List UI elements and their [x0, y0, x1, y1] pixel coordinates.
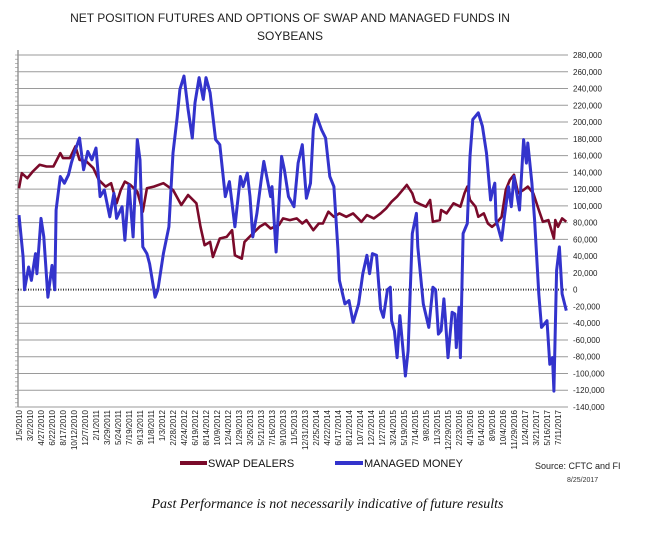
x-tick-label: 2/1/2011 — [92, 409, 101, 440]
y-tick-label: 240,000 — [573, 85, 602, 94]
x-tick-label: 7/16/2013 — [268, 409, 277, 445]
x-tick-label: 11/29/2016 — [510, 409, 519, 449]
y-tick-label: 0 — [573, 286, 578, 295]
x-tick-label: 5/21/2013 — [257, 409, 266, 445]
disclaimer-footer: Past Performance is not necessarily indi… — [151, 497, 504, 512]
chart-title-line-1: NET POSITION FUTURES AND OPTIONS OF SWAP… — [70, 11, 510, 25]
x-tick-label: 6/14/2016 — [477, 409, 486, 445]
x-tick-label: 8/14/2012 — [202, 409, 211, 445]
y-tick-label: 80,000 — [573, 219, 598, 228]
x-tick-label: 6/22/2010 — [48, 409, 57, 445]
x-tick-label: 8/17/2010 — [59, 409, 68, 445]
series-lines — [17, 74, 568, 393]
y-tick-label: -140,000 — [573, 403, 605, 412]
x-tick-label: 7/14/2015 — [411, 409, 420, 445]
y-tick-label: 260,000 — [573, 68, 602, 77]
x-tick-label: 12/2/2014 — [367, 409, 376, 445]
x-tick-label: 10/7/2014 — [356, 409, 365, 445]
y-tick-label: -60,000 — [573, 336, 601, 345]
y-tick-label: 40,000 — [573, 252, 598, 261]
y-tick-label: 100,000 — [573, 202, 602, 211]
x-tick-label: 8/9/2016 — [488, 409, 497, 441]
y-tick-label: 160,000 — [573, 152, 602, 161]
x-tick-label: 2/25/2014 — [312, 409, 321, 445]
x-tick-label: 12/29/2015 — [444, 409, 453, 450]
x-tick-label: 1/5/2010 — [15, 409, 24, 441]
x-tick-label: 5/16/2017 — [543, 409, 552, 445]
y-tick-label: 220,000 — [573, 101, 602, 110]
y-tick-label: 200,000 — [573, 118, 602, 127]
x-tick-label: 11/3/2015 — [433, 409, 442, 445]
legend-managed-money-label: MANAGED MONEY — [364, 458, 464, 470]
x-tick-label: 9/13/2011 — [136, 409, 145, 445]
x-tick-label: 7/11/2017 — [554, 409, 563, 445]
chart-title-line-2: SOYBEANS — [257, 29, 323, 43]
x-tick-label: 10/4/2016 — [499, 409, 508, 445]
x-tick-label: 12/4/2012 — [224, 409, 233, 445]
x-tick-label: 11/5/2013 — [290, 409, 299, 445]
swap-dealers-line — [17, 145, 568, 260]
x-tick-label: 1/3/2012 — [158, 409, 167, 441]
chart-date: 8/25/2017 — [567, 477, 598, 484]
x-tick-label: 1/27/2015 — [378, 409, 387, 445]
x-tick-label: 1/24/2017 — [521, 409, 530, 445]
x-tick-label: 9/10/2013 — [279, 409, 288, 445]
y-tick-label: 120,000 — [573, 185, 602, 194]
managed-money-line — [17, 74, 568, 393]
x-axis-labels: 1/5/2010 3/2/2010 4/27/2010 6/22/2010 8/17/2… — [15, 409, 563, 450]
y-tick-label: 140,000 — [573, 168, 602, 177]
y-tick-label: 280,000 — [573, 51, 602, 60]
x-tick-label: 10/12/2010 — [70, 409, 79, 450]
x-tick-label: 4/22/2014 — [323, 409, 332, 445]
x-tick-label: 1/29/2013 — [235, 409, 244, 445]
x-tick-label: 3/24/2015 — [389, 409, 398, 445]
y-axis-labels: 280,000 260,000 240,000 220,000 200,000 180,0… — [573, 51, 605, 412]
legend-swap-dealers-label: SWAP DEALERS — [208, 458, 294, 470]
x-tick-label: 12/7/2010 — [81, 409, 90, 445]
x-tick-label: 8/12/2014 — [345, 409, 354, 445]
legend: SWAP DEALERS MANAGED MONEY — [180, 458, 464, 470]
x-tick-label: 2/28/2012 — [169, 409, 178, 445]
y-tick-label: -20,000 — [573, 302, 601, 311]
source-note: Source: CFTC and FI — [535, 461, 621, 471]
x-tick-label: 4/27/2010 — [37, 409, 46, 445]
x-tick-label: 3/21/2017 — [532, 409, 541, 445]
x-tick-label: 5/24/2011 — [114, 409, 123, 445]
x-tick-label: 12/31/2013 — [301, 409, 310, 450]
y-tick-label: -120,000 — [573, 386, 605, 395]
y-tick-label: -100,000 — [573, 369, 605, 378]
x-tick-label: 9/8/2015 — [422, 409, 431, 441]
x-tick-label: 7/19/2011 — [125, 409, 134, 445]
x-tick-label: 4/19/2016 — [466, 409, 475, 445]
x-tick-label: 3/29/2011 — [103, 409, 112, 445]
x-tick-label: 4/24/2012 — [180, 409, 189, 445]
x-tick-label: 11/8/2011 — [147, 409, 156, 444]
x-tick-label: 10/9/2012 — [213, 409, 222, 445]
y-tick-label: 60,000 — [573, 235, 598, 244]
x-tick-label: 3/26/2013 — [246, 409, 255, 445]
y-tick-label: 20,000 — [573, 269, 598, 278]
gridlines — [15, 50, 568, 408]
x-tick-label: 6/17/2014 — [334, 409, 343, 445]
y-tick-label: -40,000 — [573, 319, 601, 328]
x-tick-label: 5/19/2015 — [400, 409, 409, 445]
y-tick-label: -80,000 — [573, 353, 601, 362]
x-tick-label: 6/19/2012 — [191, 409, 200, 445]
y-tick-label: 180,000 — [573, 135, 602, 144]
x-tick-label: 3/2/2010 — [26, 409, 35, 441]
x-tick-label: 2/23/2016 — [455, 409, 464, 445]
